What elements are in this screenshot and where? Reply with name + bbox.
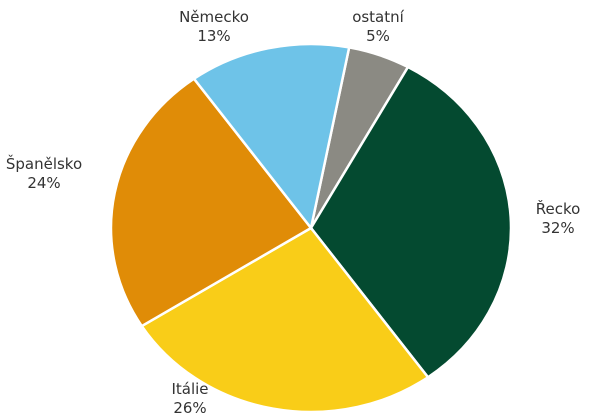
slice-label: Řecko: [536, 199, 581, 218]
pie-slice: [139, 226, 430, 414]
slice-value-label: 26%: [173, 399, 206, 417]
slice-label: Španělsko: [6, 154, 82, 173]
slice-label: Německo: [179, 8, 249, 26]
slice-value-label: 5%: [366, 27, 390, 45]
pie-slice: [109, 77, 313, 328]
slice-label: ostatní: [352, 8, 404, 26]
slice-value-label: 13%: [197, 27, 230, 45]
pie-slice: [309, 65, 513, 379]
slice-value-label: 24%: [27, 174, 60, 192]
slice-label: Itálie: [171, 380, 208, 398]
pie-slice: [192, 42, 351, 231]
slice-value-label: 32%: [541, 219, 574, 237]
